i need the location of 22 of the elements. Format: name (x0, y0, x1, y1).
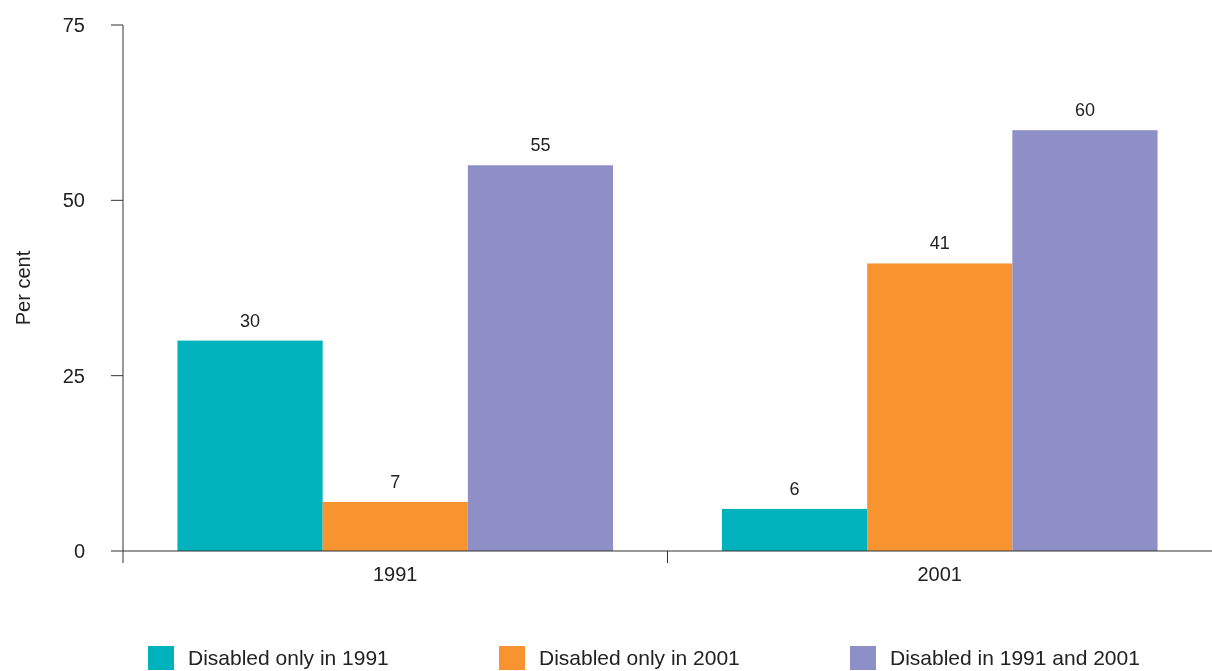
data-label: 6 (789, 478, 800, 499)
legend-label: Disabled only in 1991 (188, 646, 389, 670)
bar (322, 501, 468, 551)
x-tick-label: 2001 (917, 563, 962, 585)
data-label: 60 (1074, 100, 1095, 121)
y-tick-label: 50 (62, 189, 85, 212)
data-label: 55 (530, 135, 551, 156)
data-label: 41 (929, 233, 950, 254)
x-tick-label: 1991 (373, 563, 418, 585)
y-tick-label: 75 (62, 14, 85, 36)
y-tick-label: 0 (73, 540, 85, 562)
legend-label: Disabled only in 2001 (539, 646, 740, 670)
y-tick-label: 25 (62, 364, 85, 387)
bar (721, 508, 868, 551)
y-axis-title: Per cent (12, 250, 34, 326)
bar (1012, 130, 1158, 551)
data-label: 30 (240, 310, 261, 331)
legend-label: Disabled in 1991 and 2001 (890, 646, 1140, 670)
bar (867, 263, 1013, 551)
bar (177, 340, 323, 551)
bar (467, 165, 614, 551)
data-label: 7 (390, 471, 401, 492)
